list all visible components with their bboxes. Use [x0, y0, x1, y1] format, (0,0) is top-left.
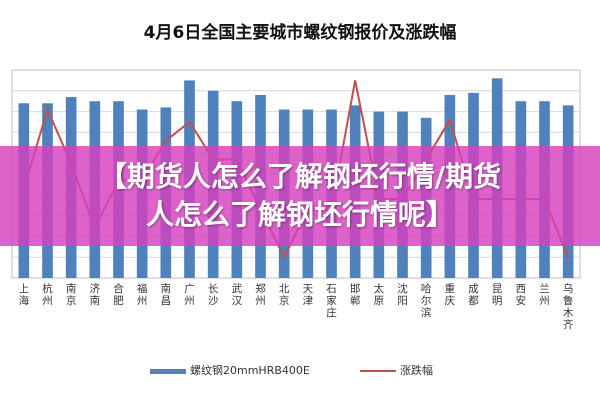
x-tick-label: 西安	[516, 283, 527, 307]
legend-item-bar: 螺纹钢20mmHRB400E	[150, 362, 310, 378]
x-tick-label: 重庆	[445, 282, 456, 307]
x-tick-label: 乌鲁木齐	[563, 282, 574, 331]
x-tick-label: 广州	[184, 283, 195, 307]
legend: 螺纹钢20mmHRB400E 涨跌幅	[150, 362, 480, 380]
legend-line-swatch	[360, 370, 396, 372]
x-tick-label: 北京	[279, 283, 290, 307]
legend-bar-swatch	[150, 368, 186, 374]
x-tick-label: 南京	[66, 282, 77, 307]
legend-bar-label: 螺纹钢20mmHRB400E	[190, 364, 310, 377]
x-tick-label: 天津	[303, 283, 314, 307]
x-tick-label: 郑州	[255, 282, 266, 307]
banner-line-1: 【期货人怎么了解钢坯行情/期货	[98, 160, 502, 193]
x-tick-label: 石家庄	[326, 283, 337, 319]
chart-title: 4月6日全国主要城市螺纹钢报价及涨跌幅	[143, 23, 457, 43]
x-tick-label: 太原	[374, 282, 385, 307]
legend-line-label: 涨跌幅	[400, 364, 433, 377]
x-tick-label: 哈尔滨	[421, 282, 432, 319]
x-tick-label: 长沙	[208, 283, 219, 307]
x-tick-label: 上海	[19, 283, 30, 307]
x-tick-label: 成都	[468, 283, 479, 307]
overlay-banner	[0, 146, 600, 246]
x-tick-label: 沈阳	[397, 282, 408, 307]
x-tick-label: 济南	[90, 282, 101, 307]
banner-line-2: 人怎么了解钢坯行情呢】	[145, 198, 454, 231]
banner-text: 【期货人怎么了解钢坯行情/期货 人怎么了解钢坯行情呢】	[0, 158, 600, 234]
x-tick-label: 昆明	[492, 283, 503, 307]
x-tick-label: 合肥	[113, 282, 124, 307]
x-tick-label: 福州	[137, 282, 148, 307]
legend-item-line: 涨跌幅	[360, 362, 433, 378]
x-tick-label: 邯郸	[350, 282, 361, 307]
x-tick-label: 武汉	[232, 282, 243, 307]
x-tick-label: 杭州	[42, 282, 53, 307]
x-tick-label: 南昌	[161, 282, 172, 307]
x-tick-label: 兰州	[539, 282, 550, 307]
